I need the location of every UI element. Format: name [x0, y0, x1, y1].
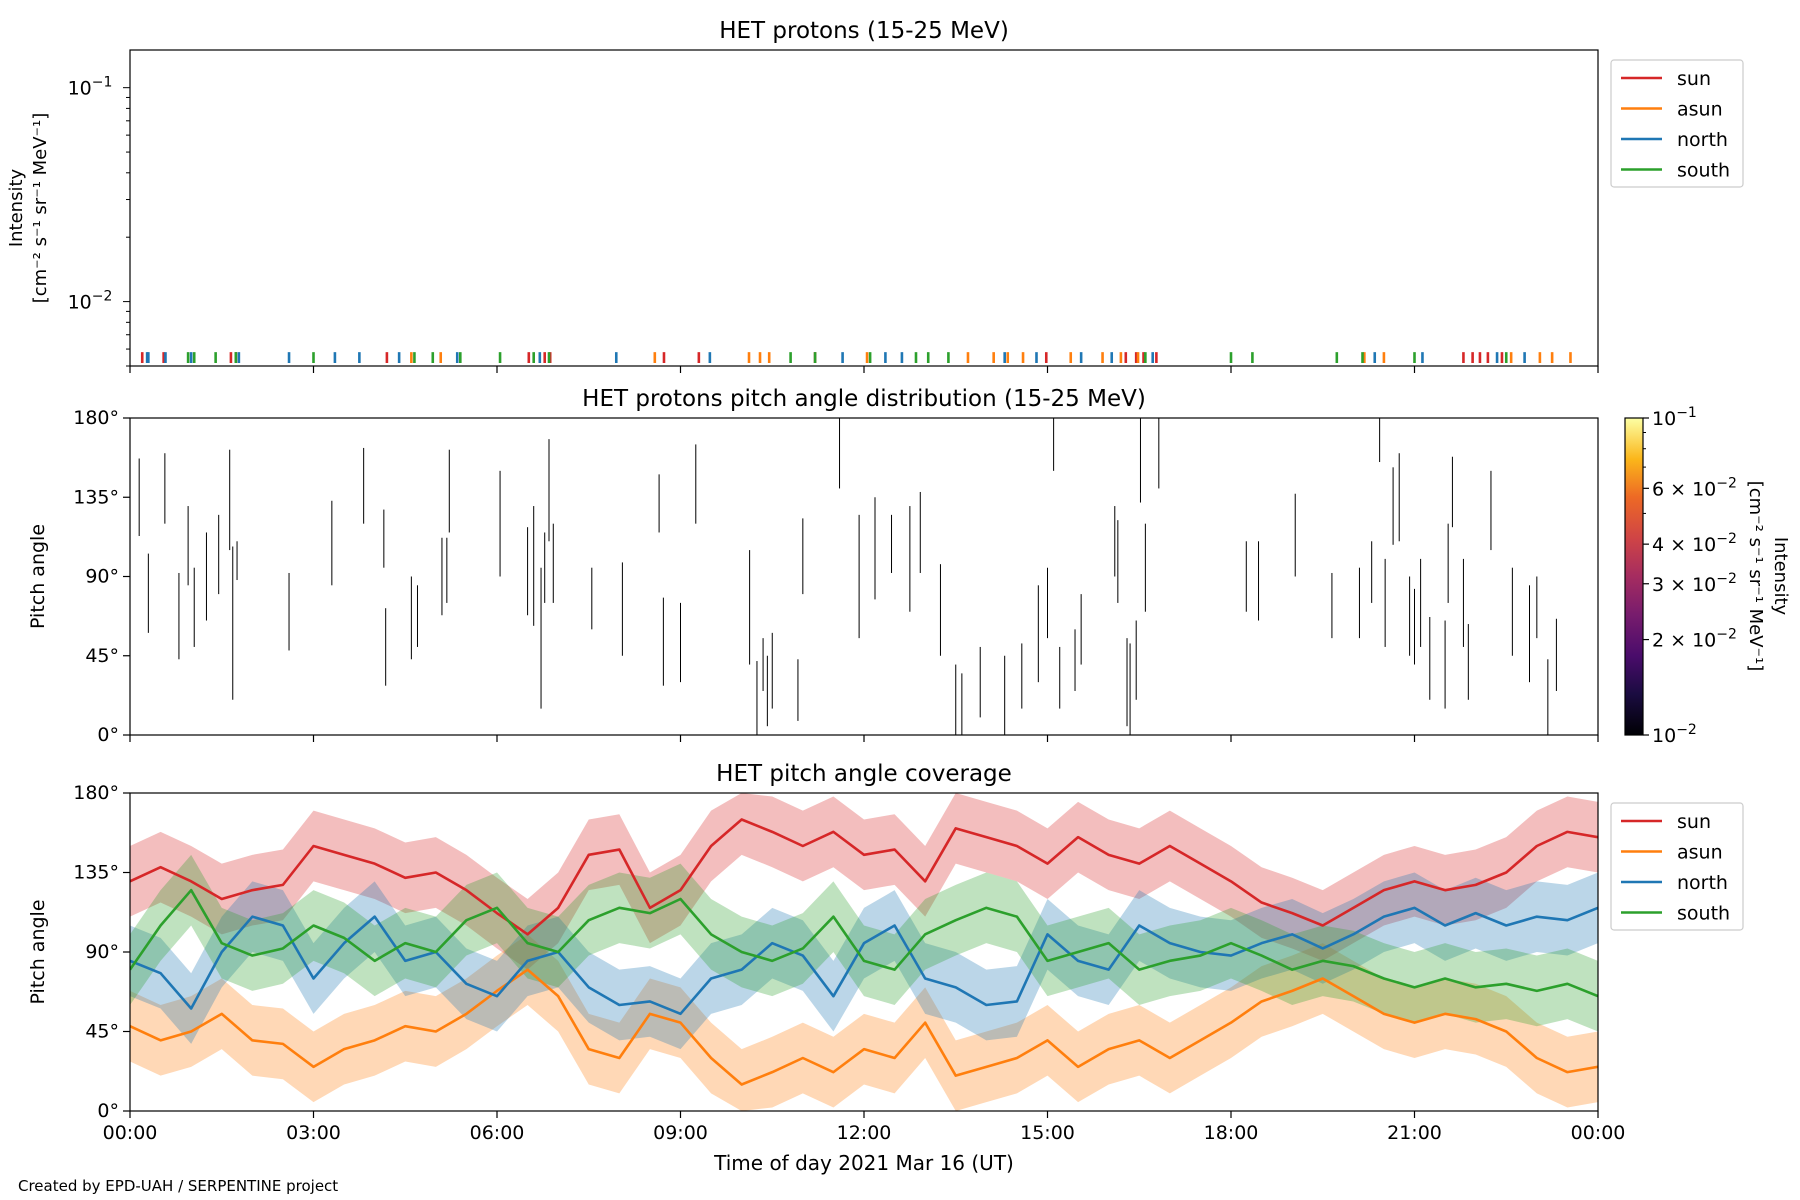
x-tick-label-3: 09:00 [653, 1122, 708, 1144]
colorbar-label-line2: [cm⁻² s⁻¹ sr⁻¹ MeV⁻¹] [1745, 481, 1766, 672]
series-sun [140, 352, 1504, 363]
coverage-plot [130, 793, 1598, 1111]
x-tick-label-2: 06:00 [470, 1122, 525, 1144]
panel1-ylabel-line2: [cm⁻² s⁻¹ sr⁻¹ MeV⁻¹] [30, 113, 51, 304]
y-tick-label-2-2: 90° [85, 941, 119, 963]
panel1-title: HET protons (15-25 MeV) [719, 18, 1009, 44]
xaxis-label: Time of day 2021 Mar 16 (UT) [713, 1151, 1014, 1175]
line-sun [130, 818, 1598, 936]
line-asun [130, 968, 1598, 1086]
y-tick-label-1-0: 0° [97, 724, 119, 746]
panel1-legend: sun asun north south [1610, 59, 1744, 188]
y-tick-label-1-1: 45° [85, 645, 119, 667]
panel1-frame [129, 49, 1599, 367]
legend-frame [1610, 802, 1744, 931]
y-tick-label-0-1: 10−2 [68, 289, 113, 314]
y-tick-label-1-2: 90° [85, 566, 119, 588]
band-asun [130, 934, 1598, 1111]
line-south [130, 888, 1598, 998]
y-tick-label-2-1: 45° [85, 1021, 119, 1043]
panel3-ylabel: Pitch angle [27, 899, 49, 1004]
y-tick-label-2-4: 180° [73, 782, 119, 804]
legend-label-asun: asun [1677, 842, 1723, 864]
x-tick-label-5: 15:00 [1020, 1122, 1075, 1144]
y-tick-label-1-4: 180° [73, 407, 119, 429]
colorbar-tick-label-1: 6 × 10−2 [1652, 475, 1737, 500]
panel3-legend: sun asun north south [1610, 802, 1744, 931]
x-tick-label-8: 00:00 [1571, 1122, 1626, 1144]
panel2-title: HET protons pitch angle distribution (15… [582, 386, 1146, 412]
legend-label-north: north [1677, 129, 1728, 151]
legend-label-asun: asun [1677, 99, 1723, 121]
y-tick-label-2-3: 135° [73, 862, 119, 884]
y-tick-label-1-3: 135° [73, 486, 119, 508]
y-tick-label-0-0: 10−1 [68, 75, 113, 100]
panel2-frame [129, 417, 1599, 736]
legend-label-south: south [1677, 160, 1730, 182]
x-tick-label-4: 12:00 [837, 1122, 892, 1144]
legend-label-sun: sun [1677, 811, 1711, 833]
credit-text: Created by EPD-UAH / SERPENTINE project [18, 1177, 339, 1195]
colorbar-tick-label-5: 10−2 [1652, 722, 1697, 747]
band-sun [130, 793, 1598, 970]
x-tick-label-1: 03:00 [286, 1122, 341, 1144]
panel2-ylabel: Pitch angle [27, 524, 49, 629]
legend-label-sun: sun [1677, 68, 1711, 90]
x-tick-label-7: 21:00 [1387, 1122, 1442, 1144]
x-tick-label-6: 18:00 [1204, 1122, 1259, 1144]
series-south [186, 352, 1508, 363]
line-north [130, 906, 1598, 1016]
colorbar-label-line1: Intensity [1770, 537, 1791, 616]
colorbar-tick-label-4: 2 × 10−2 [1652, 627, 1737, 652]
panel3-title: HET pitch angle coverage [716, 761, 1012, 787]
series-asun [410, 352, 1572, 363]
colorbar-tick-label-0: 10−1 [1652, 405, 1697, 430]
series-north [145, 352, 1526, 363]
legend-label-south: south [1677, 903, 1730, 925]
y-tick-label-2-0: 0° [97, 1100, 119, 1122]
colorbar-tick-label-3: 3 × 10−2 [1652, 571, 1737, 596]
legend-frame [1610, 59, 1744, 188]
panel1-ylabel-line1: Intensity [6, 168, 27, 247]
x-tick-label-0: 00:00 [103, 1122, 158, 1144]
pad-segments [138, 418, 1557, 735]
legend-label-north: north [1677, 872, 1728, 894]
colorbar [1624, 417, 1644, 736]
colorbar-tick-label-2: 4 × 10−2 [1652, 531, 1737, 556]
